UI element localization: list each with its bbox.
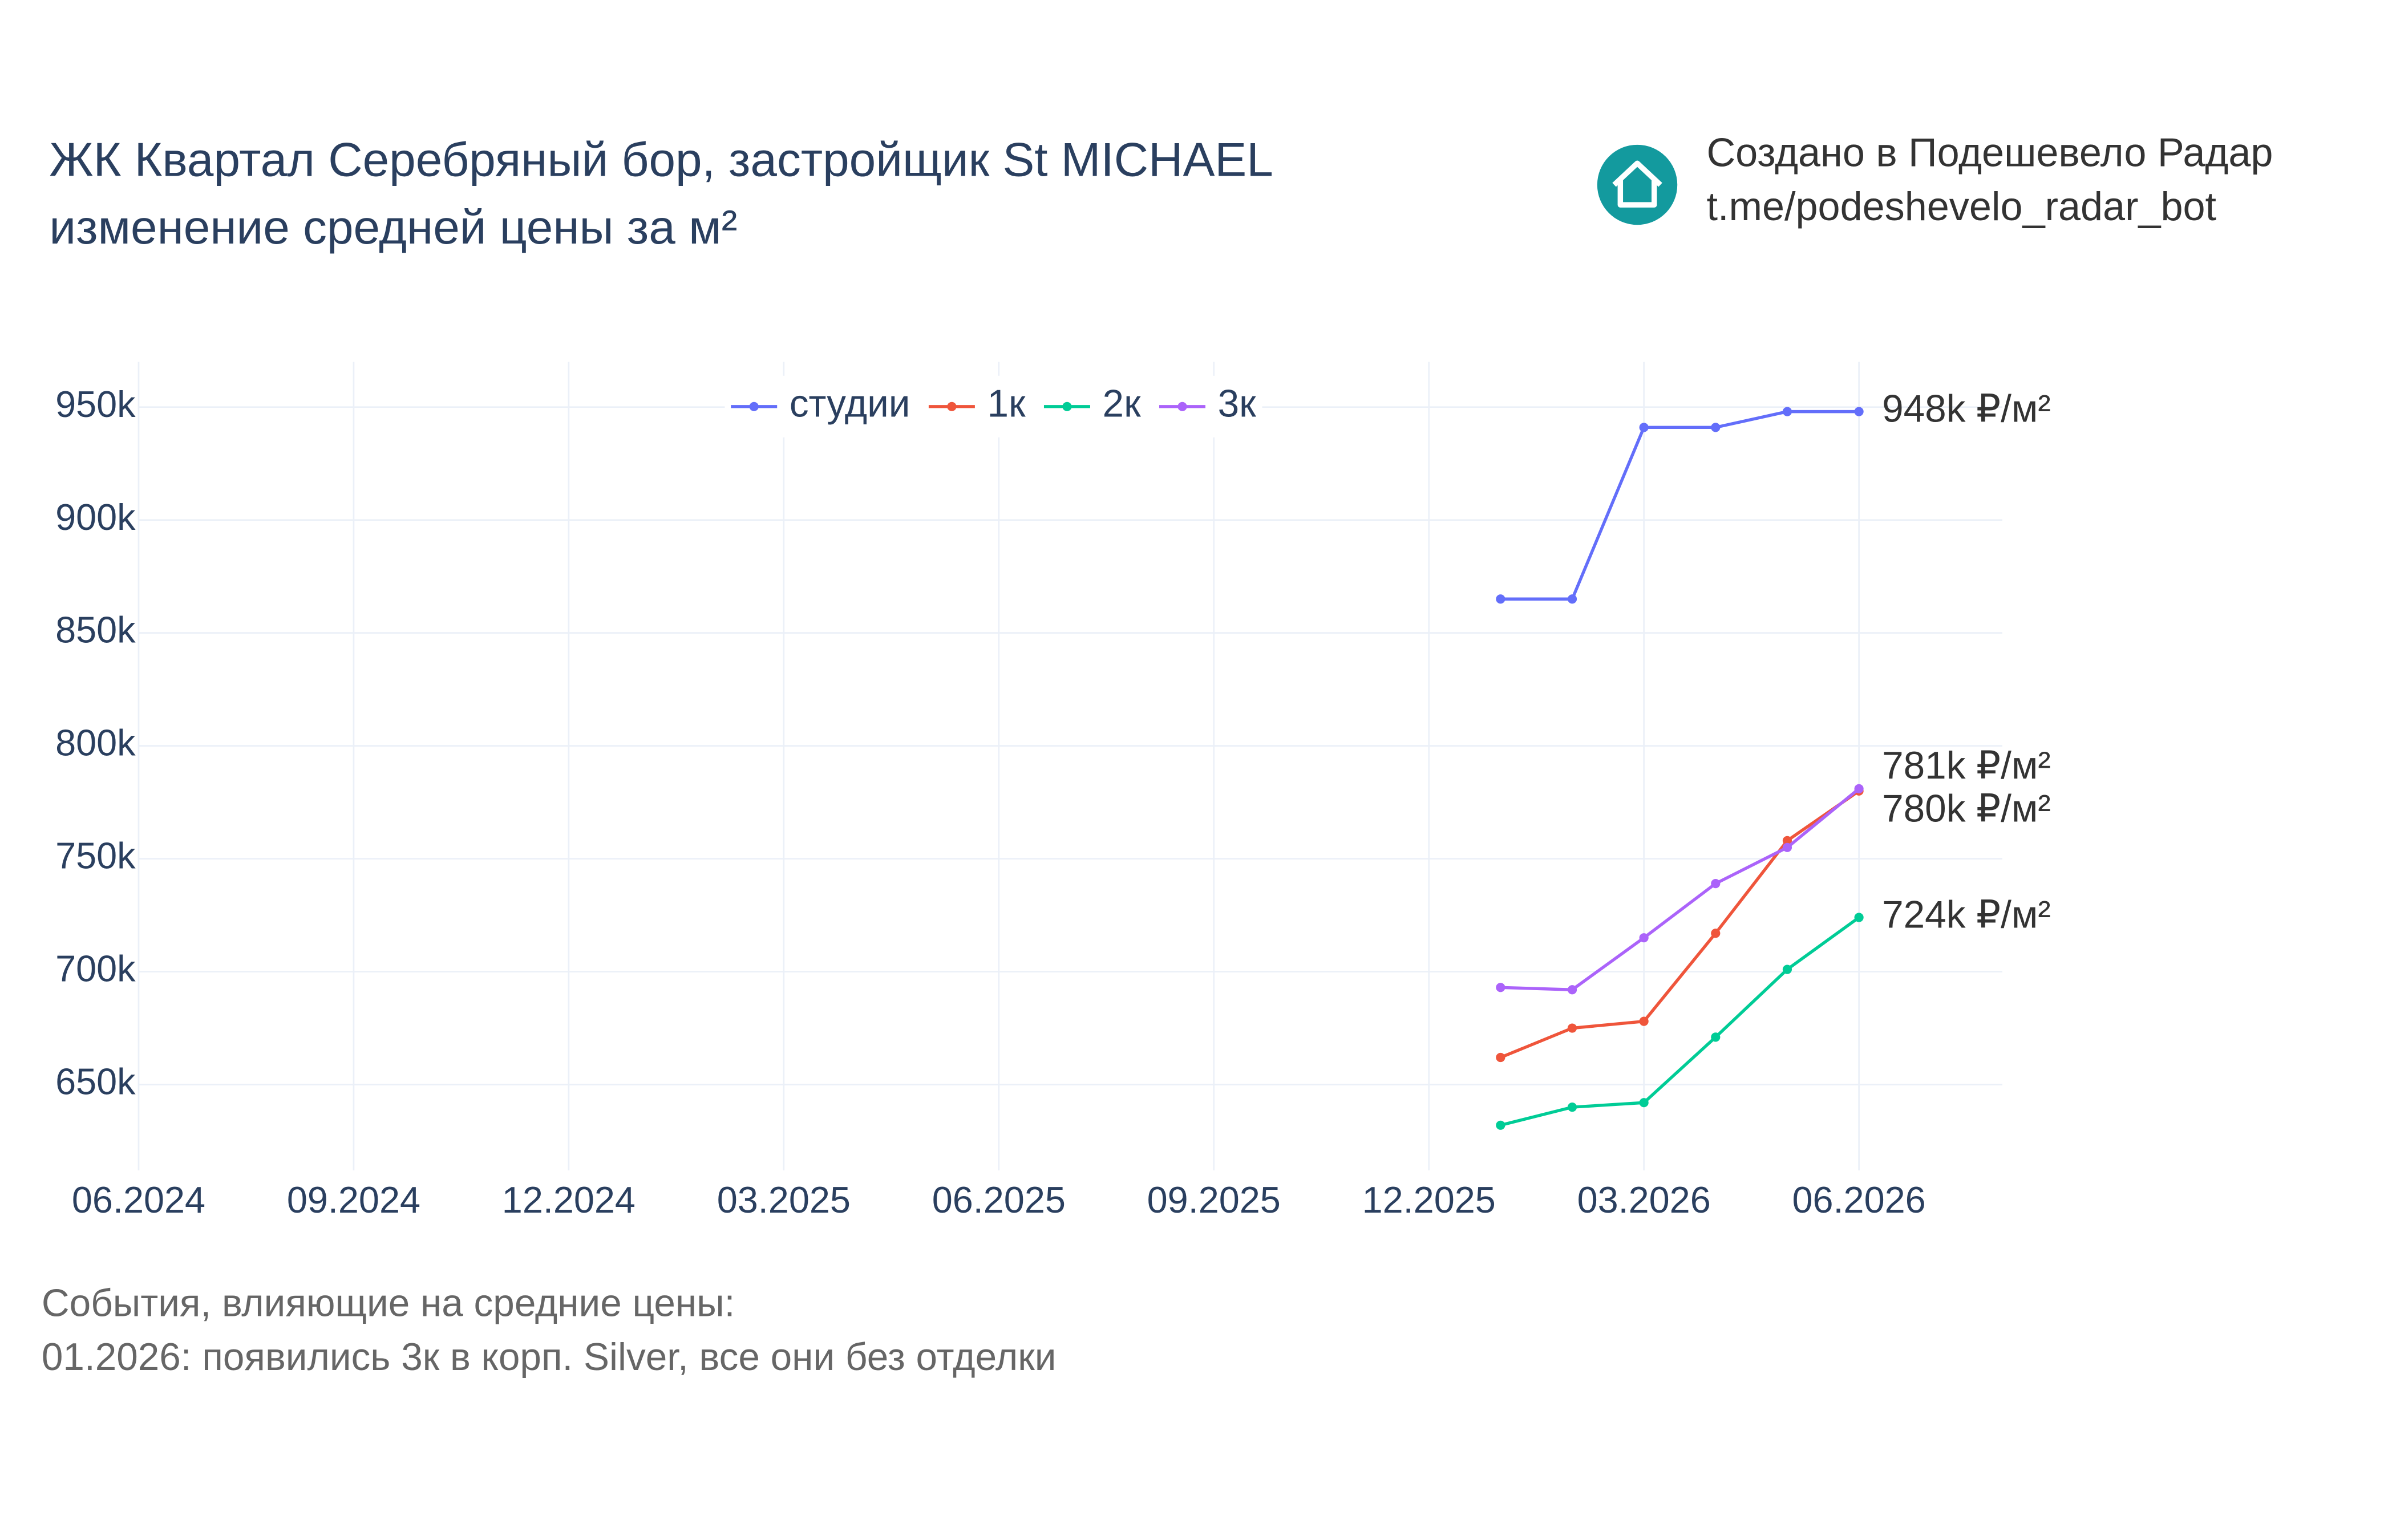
legend-label: студии bbox=[790, 383, 910, 425]
point bbox=[1711, 1032, 1721, 1042]
x-tick-label: 06.2026 bbox=[1792, 1179, 1926, 1221]
point bbox=[1782, 964, 1792, 974]
x-tick-label: 03.2025 bbox=[717, 1179, 851, 1221]
x-tick-label: 12.2024 bbox=[502, 1179, 636, 1221]
point bbox=[1782, 407, 1792, 416]
value-label: 780k ₽/м² bbox=[1882, 787, 2051, 830]
series-line bbox=[1500, 916, 1860, 1127]
y-tick-label: 750k bbox=[55, 835, 136, 877]
series-line bbox=[1500, 789, 1860, 1059]
point bbox=[1567, 1023, 1577, 1033]
point bbox=[1854, 784, 1864, 793]
y-tick-label: 650k bbox=[55, 1061, 136, 1103]
chart-subtitle: изменение средней цены за м² bbox=[49, 200, 737, 254]
series-line bbox=[1500, 787, 1860, 991]
credit: Создано в Подешевело Радар bbox=[1707, 129, 2273, 175]
note: События, влияющие на средние цены: bbox=[42, 1282, 735, 1324]
y-tick-label: 800k bbox=[55, 722, 136, 764]
value-label: 724k ₽/м² bbox=[1882, 893, 2051, 936]
legend-marker bbox=[749, 402, 759, 411]
series-line bbox=[1500, 410, 1859, 601]
point bbox=[1711, 879, 1721, 889]
x-tick-label: 06.2024 bbox=[72, 1179, 205, 1221]
grid bbox=[137, 362, 2002, 1170]
legend: студии 1к 2к 3к bbox=[725, 375, 1262, 437]
point bbox=[1782, 836, 1792, 846]
legend-marker bbox=[1062, 402, 1072, 411]
value-label: 948k ₽/м² bbox=[1882, 387, 2051, 430]
point bbox=[1567, 594, 1577, 604]
point bbox=[1782, 842, 1792, 852]
point bbox=[1496, 1120, 1505, 1130]
point bbox=[1854, 407, 1864, 416]
legend-label: 2к bbox=[1103, 383, 1142, 425]
y-tick-label: 950k bbox=[55, 383, 136, 425]
legend-marker bbox=[1177, 402, 1187, 411]
credit-link: t.me/podeshevelo_radar_bot bbox=[1707, 184, 2217, 229]
y-tick-label: 700k bbox=[55, 948, 136, 990]
legend-marker bbox=[947, 402, 957, 411]
y-tick-label: 900k bbox=[55, 496, 136, 538]
point bbox=[1639, 933, 1649, 943]
point bbox=[1639, 1016, 1649, 1026]
x-tick-label: 12.2025 bbox=[1362, 1179, 1496, 1221]
x-tick-label: 09.2025 bbox=[1147, 1179, 1281, 1221]
point bbox=[1567, 985, 1577, 995]
point bbox=[1496, 983, 1505, 992]
y-tick-label: 850k bbox=[55, 609, 136, 651]
x-tick-label: 06.2025 bbox=[932, 1179, 1066, 1221]
logo bbox=[1597, 144, 1678, 225]
point bbox=[1711, 929, 1721, 938]
value-label: 781k ₽/м² bbox=[1882, 744, 2051, 787]
x-tick-label: 03.2026 bbox=[1577, 1179, 1711, 1221]
note: 01.2026: появились 3к в корп. Silver, вс… bbox=[42, 1336, 1057, 1379]
point bbox=[1496, 594, 1505, 604]
point bbox=[1639, 1098, 1649, 1108]
chart-title: ЖК Квартал Серебряный бор, застройщик St… bbox=[49, 132, 1273, 186]
point bbox=[1639, 423, 1649, 432]
point bbox=[1711, 423, 1721, 432]
point bbox=[1854, 913, 1864, 922]
point bbox=[1567, 1103, 1577, 1112]
point bbox=[1496, 1052, 1505, 1063]
x-tick-label: 09.2024 bbox=[287, 1179, 420, 1221]
legend-label: 1к bbox=[987, 383, 1026, 425]
legend-label: 3к bbox=[1218, 383, 1257, 425]
